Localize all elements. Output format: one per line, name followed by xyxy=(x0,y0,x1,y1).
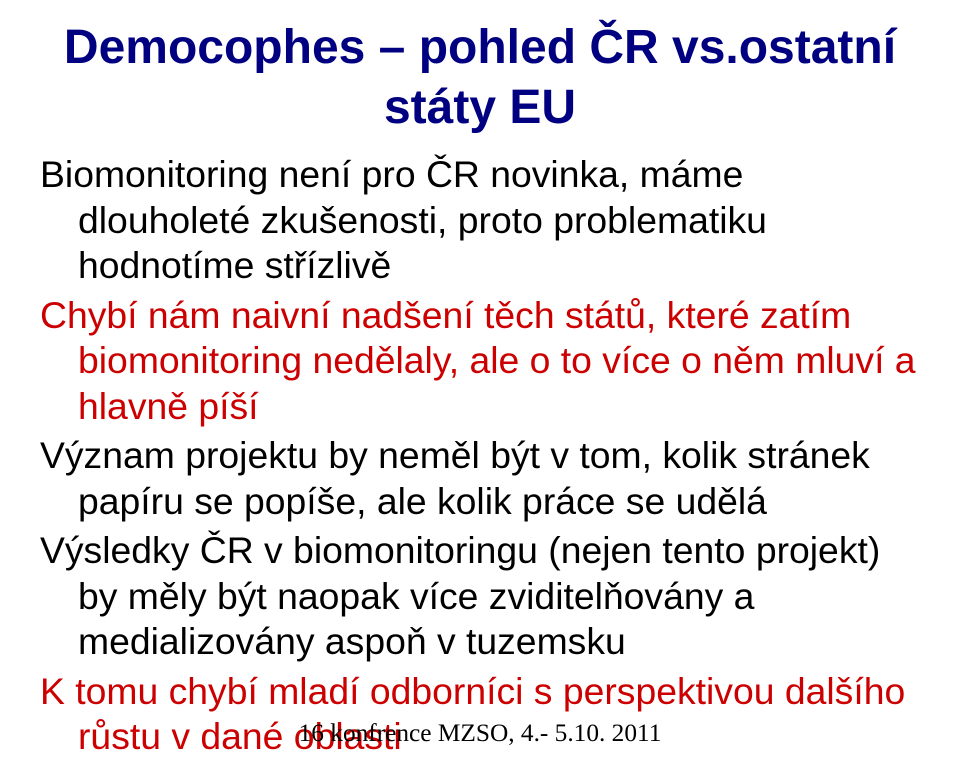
slide-title: Democophes – pohled ČR vs.ostatní státy … xyxy=(40,18,920,138)
bullet-2: Význam projektu by neměl být v tom, koli… xyxy=(40,433,920,524)
slide: Democophes – pohled ČR vs.ostatní státy … xyxy=(0,0,960,766)
bullet-3: Výsledky ČR v biomonitoringu (nejen tent… xyxy=(40,528,920,665)
title-line-2: státy EU xyxy=(384,81,576,134)
slide-footer: 16 konfrence MZSO, 4.- 5.10. 2011 xyxy=(0,719,960,748)
title-line-1: Democophes – pohled ČR vs.ostatní xyxy=(64,21,896,74)
bullet-1: Chybí nám naivní nadšení těch států, kte… xyxy=(40,293,920,430)
slide-body: Biomonitoring není pro ČR novinka, máme … xyxy=(40,152,920,760)
bullet-0: Biomonitoring není pro ČR novinka, máme … xyxy=(40,152,920,289)
